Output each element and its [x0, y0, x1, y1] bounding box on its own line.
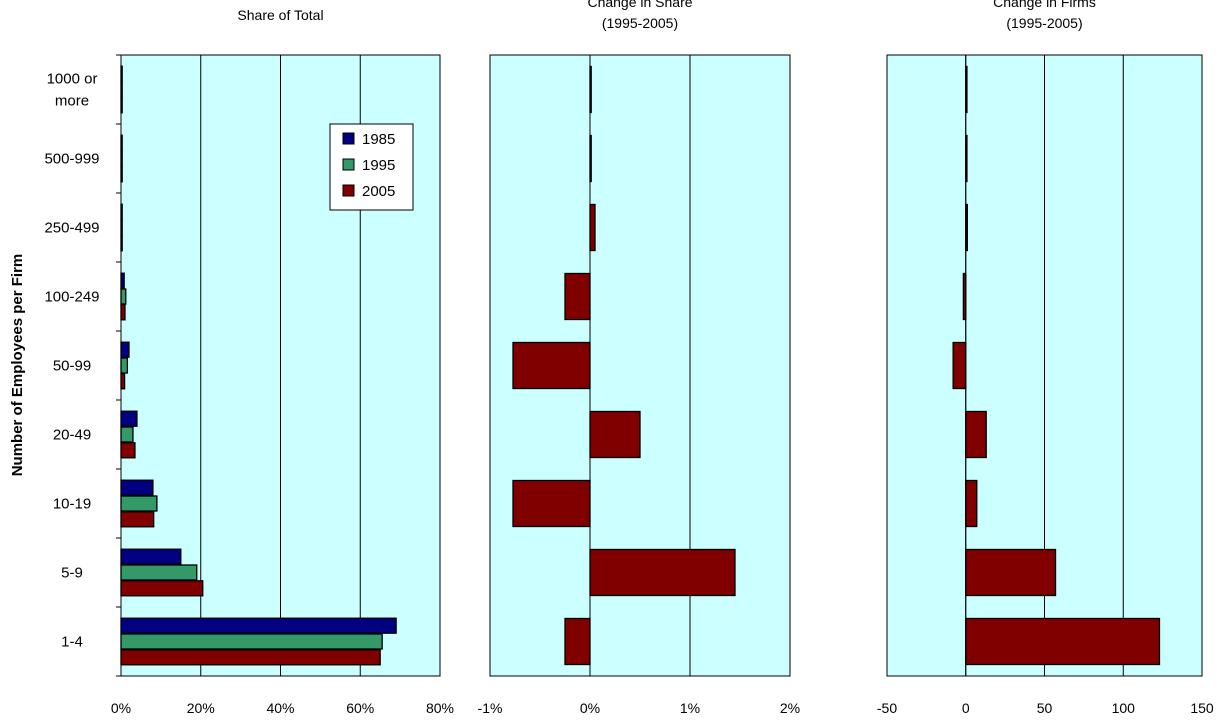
bar-1995-250-499 [120, 219, 123, 236]
bar-1995-1000-or-more [120, 81, 123, 98]
x-tick-label: 80% [426, 700, 454, 716]
category-label: 1-4 [61, 634, 83, 651]
category-label: 10-19 [53, 496, 91, 513]
bar-2005-10-19 [965, 479, 978, 528]
legend-swatch [342, 132, 355, 145]
bar-2005-1-4 [564, 617, 591, 666]
bar-2005-50-99 [512, 341, 591, 390]
legend-swatch [342, 184, 355, 197]
bar-1985-1-4 [120, 617, 397, 634]
x-tick-label: 1% [680, 700, 700, 716]
category-label: 100-249 [44, 289, 99, 306]
legend-label: 1985 [362, 131, 395, 148]
x-tick-label: 60% [346, 700, 374, 716]
bar-1995-10-19 [120, 495, 158, 512]
change-in-firms-panel: -50 0 50 100 150 Change in Firms (1995-2005) [877, 0, 1214, 716]
bar-2005-5-9 [965, 548, 1057, 597]
bar-1985-500-999 [120, 134, 123, 151]
category-label: 20-49 [53, 427, 91, 444]
bar-2005-10-19 [512, 479, 591, 528]
bar-2005-1-4 [120, 649, 381, 666]
legend-label: 1995 [362, 157, 395, 174]
bar-2005-5-9 [120, 580, 204, 597]
chart-title: (1995-2005) [602, 15, 678, 31]
bar-1985-10-19 [120, 479, 154, 496]
category-label: more [55, 93, 89, 110]
bar-2005-50-99 [952, 341, 967, 390]
y-axis-title: Number of Employees per Firm [9, 254, 26, 477]
bar-2005-1-4 [965, 617, 1161, 666]
bar-1995-1-4 [120, 633, 383, 650]
x-tick-label: -1% [478, 700, 503, 716]
bar-1985-250-499 [120, 203, 123, 220]
x-tick-label: 2% [780, 700, 800, 716]
category-label: 1000 or [47, 71, 98, 88]
x-tick-label: -50 [877, 700, 897, 716]
bar-2005-10-19 [120, 511, 155, 528]
bar-1985-1000-or-more [120, 65, 123, 82]
x-tick-label: 20% [187, 700, 215, 716]
y-axis-title-layer: Number of Employees per Firm [9, 254, 26, 477]
chart-title: Change in Firms [993, 0, 1096, 10]
bar-2005-20-49 [120, 442, 136, 459]
bar-2005-250-499 [120, 235, 123, 252]
chart-title: (1995-2005) [1006, 15, 1082, 31]
bar-1985-20-49 [120, 410, 138, 427]
bar-1995-20-49 [120, 426, 134, 443]
bar-2005-5-9 [589, 548, 736, 597]
bar-1985-100-249 [120, 272, 125, 289]
bar-1995-5-9 [120, 564, 198, 581]
x-tick-label: 0% [580, 700, 600, 716]
bar-2005-20-49 [589, 410, 641, 459]
bar-2005-100-249 [564, 272, 591, 321]
category-label: 50-99 [53, 358, 91, 375]
bar-1995-500-999 [120, 150, 123, 167]
chart-title: Change in Share [587, 0, 692, 10]
category-label: 5-9 [61, 565, 83, 582]
x-tick-label: 40% [266, 700, 294, 716]
bar-1985-50-99 [120, 341, 130, 358]
legend-swatch [342, 158, 355, 171]
x-tick-label: 0% [111, 700, 131, 716]
share-of-total-panel: 0% 20% 40% 60% 80% Share of Total 1-4 5-9 10-19 2… [44, 7, 454, 716]
x-tick-label: 150 [1190, 700, 1214, 716]
bar-1985-5-9 [120, 548, 182, 565]
category-label: 250-499 [44, 220, 99, 237]
bar-1995-50-99 [120, 357, 129, 374]
category-label: 500-999 [44, 151, 99, 168]
bar-2005-100-249 [120, 304, 126, 321]
bar-2005-1000-or-more [120, 97, 123, 114]
change-in-share-panel: -1% 0% 1% 2% Change in Share (1995-2005) [478, 0, 801, 716]
legend-label: 2005 [362, 183, 395, 200]
x-tick-label: 50 [1037, 700, 1053, 716]
bar-1995-100-249 [120, 288, 127, 305]
legend: 1985 1995 2005 [329, 123, 414, 211]
bar-2005-50-99 [120, 373, 126, 390]
bar-2005-500-999 [120, 166, 123, 183]
bar-2005-20-49 [965, 410, 987, 459]
chart-title: Share of Total [237, 7, 323, 23]
x-tick-label: 100 [1112, 700, 1136, 716]
x-tick-label: 0 [962, 700, 970, 716]
bar-2005-250-499 [589, 203, 596, 252]
